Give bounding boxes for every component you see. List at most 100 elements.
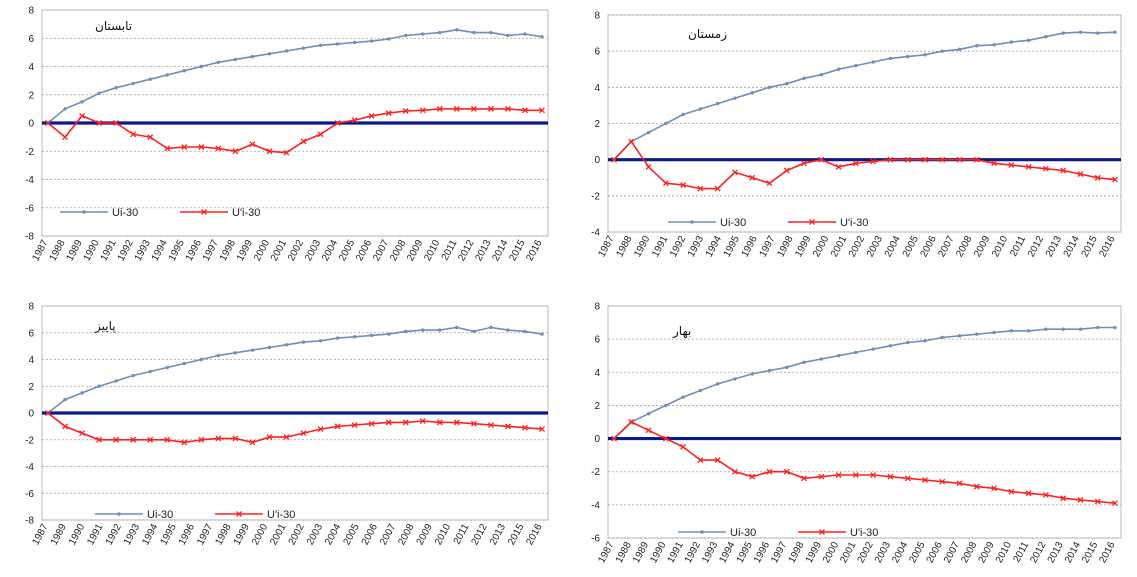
data-point [991, 485, 998, 492]
data-point [232, 435, 239, 442]
data-point [181, 144, 188, 150]
data-point [1078, 30, 1083, 34]
data-point [147, 436, 154, 443]
x-tick-label: 2015 [507, 238, 527, 263]
y-tick-label: 2 [28, 382, 34, 393]
data-point [888, 56, 893, 61]
data-point [646, 130, 651, 135]
data-point [1009, 329, 1014, 333]
chart-panel-autumn: -8 -6 -4 -2 0 2 4 6 8 1987 1989 1990 1991 1992 1993 199… [0, 288, 568, 577]
data-point [523, 32, 527, 36]
data-point [506, 328, 510, 332]
x-tick-label: 2005 [901, 234, 921, 259]
x-tick-label: 2002 [856, 540, 876, 565]
x-tick-label: 2006 [925, 540, 945, 565]
data-point [664, 403, 668, 408]
data-point [715, 101, 720, 106]
x-tick-label: 2010 [994, 540, 1014, 565]
data-point [130, 436, 137, 443]
y-tick-label: 6 [594, 335, 600, 346]
legend-label: U'i-30 [267, 509, 295, 521]
y-tick-label: 2 [594, 401, 600, 412]
y-tick-label: -4 [591, 228, 600, 239]
data-point [783, 167, 790, 174]
data-point [852, 472, 859, 478]
data-point [250, 54, 255, 59]
x-tick-label: 2006 [360, 522, 380, 547]
series-line-1 [613, 421, 1116, 504]
data-point [131, 373, 135, 378]
data-point [522, 424, 528, 431]
data-point [506, 33, 510, 38]
y-tick-label: 4 [28, 355, 34, 366]
x-tick-label: 1997 [769, 540, 789, 565]
x-tick-label: 1988 [614, 540, 634, 565]
x-tick-label: 1997 [758, 234, 778, 259]
data-point [854, 350, 858, 355]
data-point [887, 473, 894, 480]
data-point [956, 156, 963, 163]
data-point [131, 81, 135, 86]
data-point [198, 144, 205, 150]
data-point [1077, 171, 1084, 178]
data-point [698, 388, 703, 393]
data-point [113, 120, 120, 126]
x-tick-label: 2012 [1028, 540, 1048, 565]
data-point [165, 365, 169, 370]
data-point [628, 138, 635, 145]
data-point [662, 180, 669, 187]
data-point [956, 480, 963, 487]
x-tick-label: 1998 [218, 238, 238, 263]
data-point [62, 134, 68, 141]
legend-marker [809, 219, 815, 225]
data-point [472, 329, 476, 334]
data-point [267, 52, 272, 56]
data-point [715, 382, 720, 386]
data-point [489, 325, 493, 330]
y-tick-label: -4 [591, 500, 600, 511]
y-tick-label: 2 [594, 119, 600, 130]
x-tick-label: 2009 [415, 522, 435, 547]
data-point [887, 156, 894, 163]
x-tick-label: 2015 [506, 522, 526, 547]
data-point [733, 96, 737, 100]
data-point [352, 40, 357, 45]
data-point [923, 53, 927, 57]
x-tick-label: 2006 [919, 234, 939, 259]
x-tick-label: 2013 [1044, 234, 1064, 259]
data-point [1008, 162, 1015, 169]
x-tick-label: 1999 [232, 522, 252, 547]
x-tick-label: 2016 [1097, 540, 1117, 565]
data-point [284, 343, 289, 347]
data-point [801, 475, 807, 482]
chart-svg-summer: -8-6-4-202468198719881989199019911992199… [25, 6, 549, 263]
series-line-1 [613, 140, 1116, 190]
x-tick-label: 1989 [631, 540, 651, 565]
x-tick-label: 1993 [686, 234, 706, 259]
x-tick-label: 1997 [195, 522, 215, 547]
data-point [819, 72, 824, 77]
data-point [888, 344, 893, 348]
legend-label: Ui-30 [730, 527, 756, 539]
data-point [421, 32, 425, 36]
x-tick-label: 2003 [865, 234, 885, 259]
data-point [147, 134, 154, 141]
data-point [148, 369, 152, 374]
y-tick-label: 6 [594, 47, 600, 58]
x-tick-label: 1998 [775, 234, 795, 259]
data-point [957, 334, 962, 338]
data-point [973, 483, 980, 490]
data-point [852, 160, 859, 167]
data-point [835, 472, 842, 478]
x-tick-label: 1991 [85, 522, 105, 547]
data-point [1026, 329, 1031, 333]
x-tick-label: 2014 [1062, 234, 1082, 259]
x-tick-label: 1998 [213, 522, 233, 547]
data-point [266, 148, 273, 155]
x-tick-label: 2014 [1063, 540, 1083, 565]
data-point [697, 185, 704, 192]
data-point [523, 329, 527, 334]
x-tick-label: 1994 [704, 234, 724, 259]
data-point [317, 131, 324, 138]
data-point [904, 475, 911, 482]
